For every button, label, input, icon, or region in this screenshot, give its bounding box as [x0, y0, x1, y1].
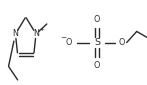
- Text: S: S: [94, 38, 100, 47]
- Text: −: −: [60, 35, 67, 41]
- Text: O: O: [94, 61, 100, 70]
- Text: O: O: [119, 38, 125, 47]
- Text: N: N: [33, 29, 39, 39]
- Text: O: O: [94, 15, 100, 24]
- Text: N: N: [12, 29, 18, 39]
- Text: +: +: [39, 27, 44, 32]
- Text: O: O: [65, 38, 72, 47]
